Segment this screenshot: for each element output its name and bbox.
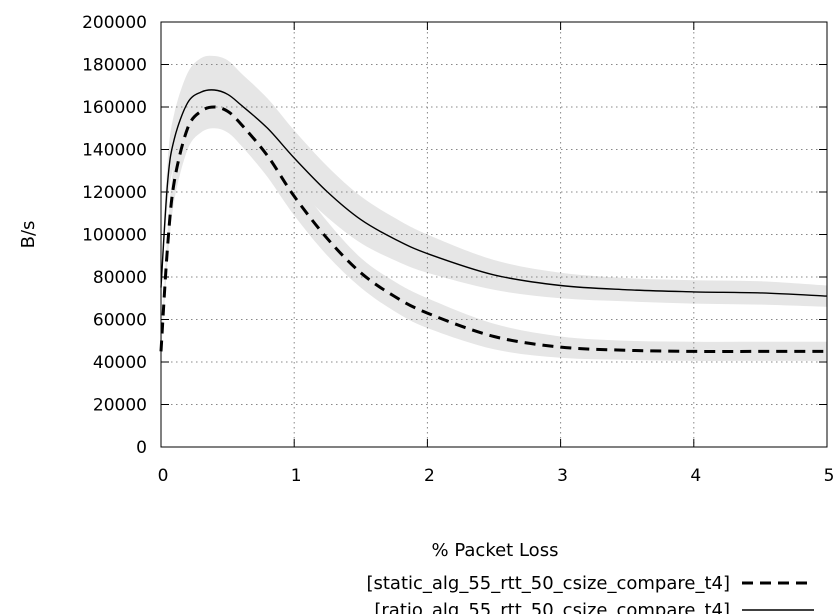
y-tick-label: 0 xyxy=(136,438,147,458)
y-tick-label: 80000 xyxy=(93,268,147,288)
y-tick-label: 120000 xyxy=(82,183,147,203)
y-tick-label: 20000 xyxy=(93,396,147,416)
x-tick-label: 3 xyxy=(557,466,568,486)
y-tick-label: 200000 xyxy=(82,13,147,33)
x-tick-label: 2 xyxy=(424,466,435,486)
series-1-band xyxy=(161,55,827,307)
y-tick-label: 40000 xyxy=(93,353,147,373)
series-lines xyxy=(159,89,828,353)
y-tick-label: 160000 xyxy=(82,98,147,118)
y-tick-label: 60000 xyxy=(93,311,147,331)
y-tick-label: 100000 xyxy=(82,226,147,246)
x-tick-label: 5 xyxy=(824,466,835,486)
grid-lines xyxy=(161,22,827,447)
x-axis-label: % Packet Loss xyxy=(432,540,559,561)
legend: [static_alg_55_rtt_50_csize_compare_t4] [… xyxy=(366,573,814,614)
confidence-bands xyxy=(161,55,827,361)
y-axis-label: B/s xyxy=(18,221,39,249)
x-tick-label: 4 xyxy=(690,466,701,486)
series-1-line xyxy=(160,89,828,297)
x-tick-label: 0 xyxy=(158,466,169,486)
series-0-line xyxy=(159,105,828,353)
legend-label-0: [static_alg_55_rtt_50_csize_compare_t4] xyxy=(366,573,730,594)
x-tick-label: 1 xyxy=(291,466,302,486)
y-tick-label: 140000 xyxy=(82,141,147,161)
y-tick-label: 180000 xyxy=(82,56,147,76)
legend-label-1: [ratio_alg_55_rtt_50_csize_compare_t4] xyxy=(374,600,730,614)
